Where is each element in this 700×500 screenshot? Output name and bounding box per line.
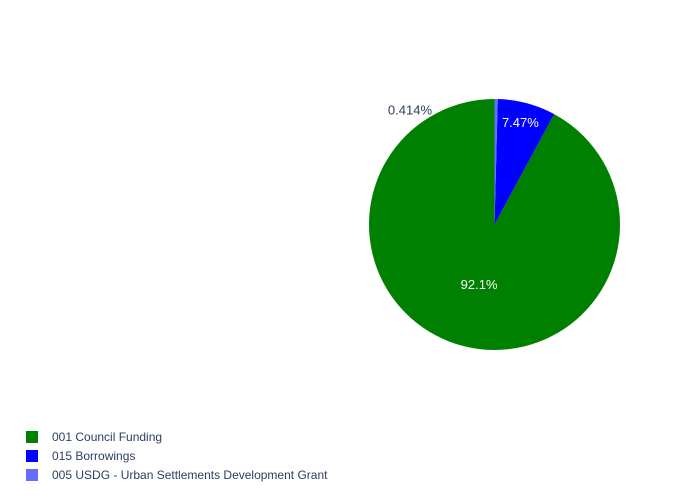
legend-label: 005 USDG - Urban Settlements Development…: [52, 467, 328, 482]
slice-percent-label-council-funding: 92.1%: [461, 277, 498, 292]
legend: 001 Council Funding 015 Borrowings 005 U…: [26, 427, 327, 484]
legend-swatch-borrowings: [26, 449, 38, 462]
pie-slice-borrowings[interactable]: [494, 99, 555, 225]
legend-item-borrowings[interactable]: 015 Borrowings: [26, 446, 327, 465]
pie-slice-council-funding[interactable]: [369, 99, 620, 350]
legend-label: 001 Council Funding: [52, 429, 163, 444]
legend-swatch-council-funding: [26, 430, 38, 443]
legend-item-council-funding[interactable]: 001 Council Funding: [26, 427, 327, 446]
pie-slice-usdg[interactable]: [494, 99, 498, 225]
legend-swatch-usdg: [26, 468, 38, 481]
slice-percent-label-borrowings: 7.47%: [502, 115, 539, 130]
slice-percent-label-usdg: 0.414%: [388, 102, 433, 117]
legend-item-usdg[interactable]: 005 USDG - Urban Settlements Development…: [26, 465, 327, 484]
legend-label: 015 Borrowings: [52, 448, 136, 463]
